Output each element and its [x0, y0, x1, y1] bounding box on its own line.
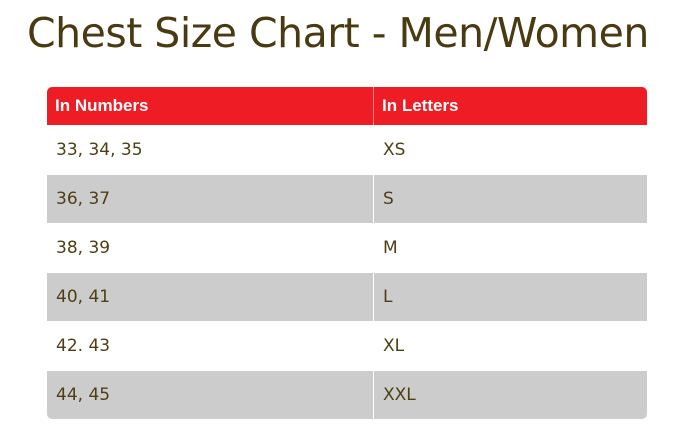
cell-numbers: 33, 34, 35: [47, 125, 373, 174]
table-row: 40, 41 L: [47, 272, 647, 321]
cell-letters: XL: [373, 321, 647, 370]
cell-numbers: 38, 39: [47, 223, 373, 272]
cell-letters: M: [373, 223, 647, 272]
cell-letters: XS: [373, 125, 647, 174]
cell-letters: L: [373, 272, 647, 321]
page-title: Chest Size Chart - Men/Women: [27, 9, 649, 57]
cell-numbers: 36, 37: [47, 174, 373, 223]
table-row: 36, 37 S: [47, 174, 647, 223]
table-header-row: In Numbers In Letters: [47, 87, 647, 125]
column-header-numbers: In Numbers: [47, 87, 373, 125]
cell-letters: XXL: [373, 370, 647, 419]
column-header-letters: In Letters: [373, 87, 647, 125]
cell-numbers: 40, 41: [47, 272, 373, 321]
cell-numbers: 44, 45: [47, 370, 373, 419]
cell-letters: S: [373, 174, 647, 223]
table-row: 44, 45 XXL: [47, 370, 647, 419]
cell-numbers: 42. 43: [47, 321, 373, 370]
table-row: 33, 34, 35 XS: [47, 125, 647, 174]
table-row: 42. 43 XL: [47, 321, 647, 370]
chest-size-table: In Numbers In Letters 33, 34, 35 XS 36, …: [47, 87, 647, 419]
table-row: 38, 39 M: [47, 223, 647, 272]
